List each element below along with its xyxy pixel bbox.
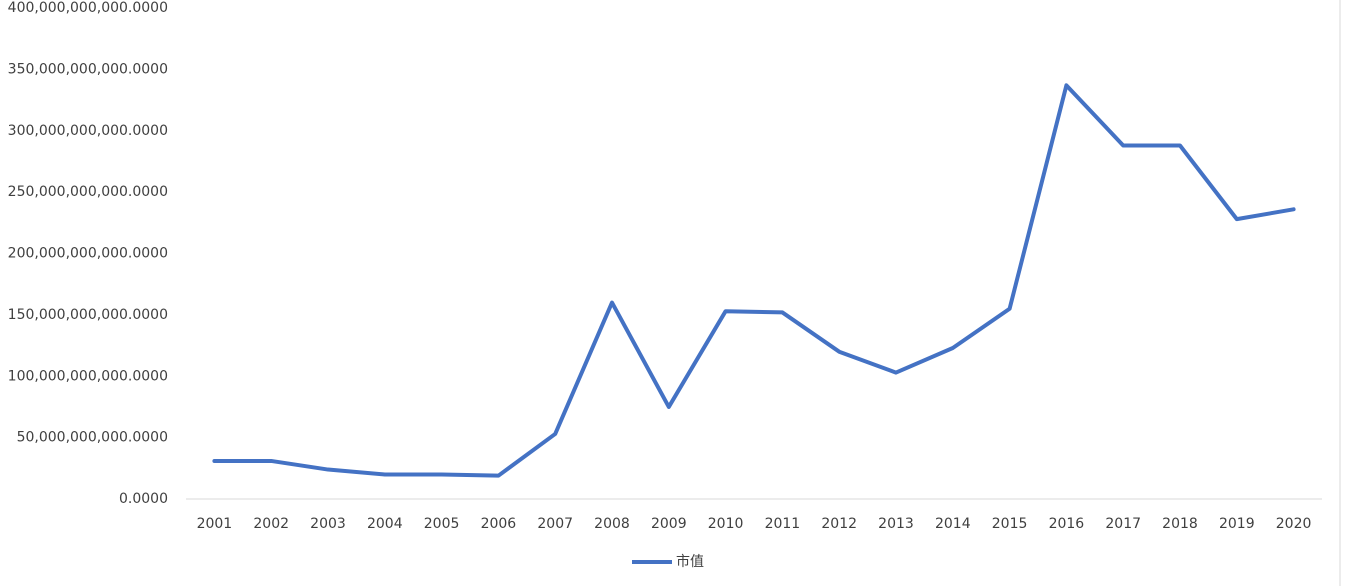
- x-tick-label: 2019: [1219, 516, 1255, 532]
- x-tick-label: 2007: [537, 516, 573, 532]
- x-tick-label: 2010: [708, 516, 744, 532]
- x-tick-label: 2002: [253, 516, 289, 532]
- x-tick-label: 2004: [367, 516, 403, 532]
- x-tick-label: 2001: [197, 516, 233, 532]
- x-tick-label: 2018: [1162, 516, 1198, 532]
- x-tick-label: 2015: [992, 516, 1028, 532]
- x-tick-label: 2008: [594, 516, 630, 532]
- x-tick-label: 2016: [1049, 516, 1085, 532]
- y-tick-label: 50,000,000,000.0000: [17, 430, 168, 446]
- y-tick-label: 0.0000: [119, 491, 168, 507]
- x-tick-label: 2006: [481, 516, 517, 532]
- x-tick-label: 2005: [424, 516, 460, 532]
- x-tick-label: 2017: [1105, 516, 1141, 532]
- y-tick-label: 200,000,000,000.0000: [8, 246, 168, 262]
- y-tick-label: 400,000,000,000.0000: [8, 0, 168, 16]
- y-tick-label: 250,000,000,000.0000: [8, 184, 168, 200]
- x-tick-label: 2009: [651, 516, 687, 532]
- x-tick-label: 2012: [821, 516, 857, 532]
- y-tick-label: 100,000,000,000.0000: [8, 368, 168, 384]
- x-tick-label: 2011: [765, 516, 801, 532]
- x-tick-label: 2013: [878, 516, 914, 532]
- y-tick-label: 300,000,000,000.0000: [8, 123, 168, 139]
- x-tick-label: 2014: [935, 516, 971, 532]
- y-tick-label: 350,000,000,000.0000: [8, 61, 168, 77]
- x-tick-label: 2020: [1276, 516, 1312, 532]
- x-tick-label: 2003: [310, 516, 346, 532]
- y-tick-label: 150,000,000,000.0000: [8, 307, 168, 323]
- legend-label: 市值: [676, 553, 704, 570]
- data-line: [212, 83, 1296, 478]
